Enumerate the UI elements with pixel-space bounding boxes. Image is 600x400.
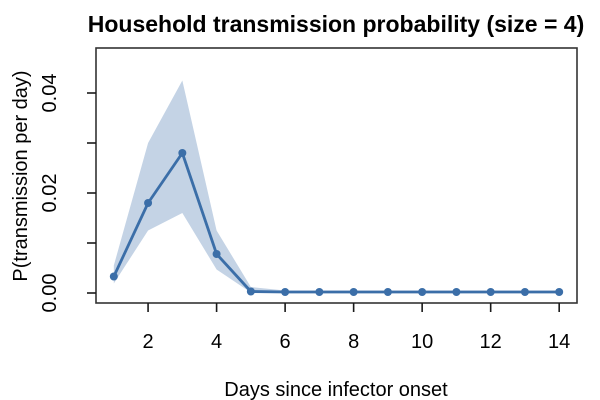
data-point xyxy=(212,250,221,258)
data-point xyxy=(315,288,324,296)
y-tick-label: 0.00 xyxy=(39,274,61,313)
data-point xyxy=(418,288,427,296)
y-tick-label: 0.02 xyxy=(39,174,61,213)
confidence-band xyxy=(113,80,560,293)
data-point xyxy=(109,272,118,281)
plot-area: 2 4 6 8 10 12 14 0.00 0.02 0.04 xyxy=(39,47,578,353)
x-tick-label: 6 xyxy=(280,331,291,353)
x-axis-label: Days since infector onset xyxy=(224,379,448,400)
data-point xyxy=(281,288,290,296)
chart-title: Household transmission probability (size… xyxy=(88,11,585,37)
data-point xyxy=(486,288,495,296)
data-point xyxy=(178,149,187,157)
y-tick-label: 0.04 xyxy=(39,74,61,113)
data-point xyxy=(383,288,392,296)
x-tick-label: 14 xyxy=(548,331,570,353)
plot-box xyxy=(95,47,578,304)
data-point xyxy=(246,287,255,296)
x-tick-label: 10 xyxy=(411,331,433,353)
data-point xyxy=(144,199,153,207)
x-tick-label: 2 xyxy=(143,331,154,353)
x-tick-label: 12 xyxy=(480,331,502,353)
x-tick-label: 4 xyxy=(211,331,222,353)
data-point xyxy=(520,288,529,296)
y-axis-label: P(transmission per day) xyxy=(10,70,32,281)
data-point xyxy=(349,288,358,296)
series-line xyxy=(112,151,561,294)
x-tick-label: 8 xyxy=(348,331,359,353)
data-point xyxy=(452,288,461,296)
data-point xyxy=(555,288,564,296)
